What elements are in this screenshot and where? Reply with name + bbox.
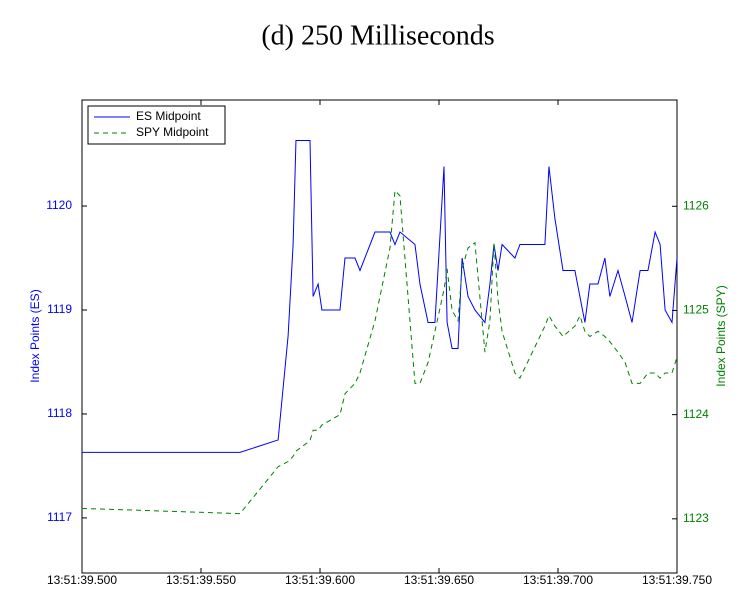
y2-tick-label: 1126 [683, 198, 709, 212]
y2-tick-label: 1123 [683, 511, 709, 525]
y2-tick-label: 1125 [683, 303, 709, 317]
y-tick-label: 1120 [46, 198, 72, 212]
series-line [82, 140, 678, 453]
x-tick-label: 13:51:39.650 [404, 573, 474, 587]
y-axis-label: Index Points (ES) [28, 289, 42, 382]
y2-tick-label: 1124 [683, 407, 709, 421]
y2-axis-label: Index Points (SPY) [714, 285, 728, 386]
legend-box [87, 105, 226, 145]
x-tick-label: 13:51:39.700 [523, 573, 593, 587]
plot-frame [81, 99, 678, 574]
x-tick-label: 13:51:39.500 [47, 573, 117, 587]
legend-label: SPY Midpoint [136, 125, 209, 139]
series-line [81, 189, 678, 515]
y-tick-label: 1119 [47, 302, 72, 316]
legend-label: ES Midpoint [136, 109, 201, 123]
y-tick-label: 1118 [47, 406, 72, 420]
x-tick-label: 13:51:39.550 [166, 573, 236, 587]
x-tick-label: 13:51:39.750 [642, 573, 712, 587]
x-tick-label: 13:51:39.600 [285, 573, 355, 587]
chart-title: (d) 250 Milliseconds [261, 20, 494, 51]
y-tick-label: 1117 [47, 510, 72, 524]
